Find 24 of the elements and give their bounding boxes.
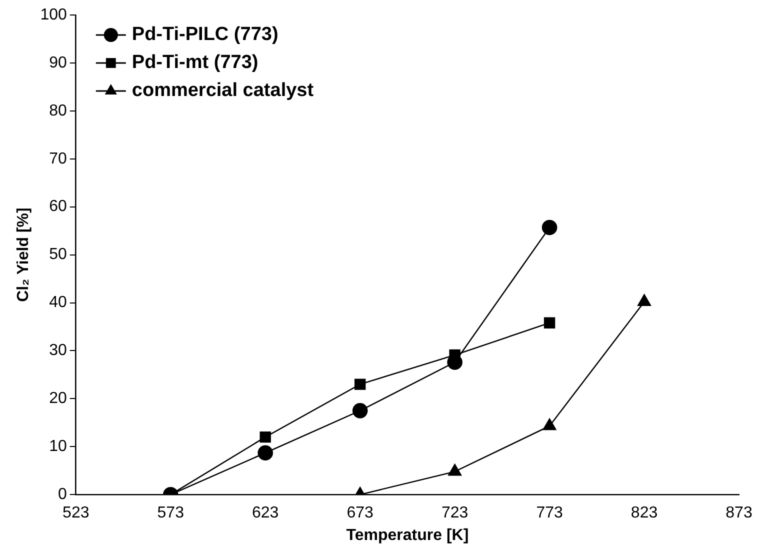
x-tick-label: 873 (726, 504, 752, 522)
y-axis-title: Cl₂ Yield [%] (15, 208, 32, 302)
y-tick-label: 100 (40, 6, 67, 24)
y-tick-label: 90 (49, 54, 67, 72)
x-tick-label: 823 (630, 504, 658, 522)
y-tick-label: 60 (49, 198, 67, 216)
x-tick-label: 623 (252, 504, 279, 522)
x-tick-label: 723 (441, 504, 468, 522)
y-tick-label: 30 (49, 342, 67, 360)
x-axis-title: Temperature [K] (346, 526, 469, 544)
x-tick-label: 773 (536, 504, 563, 522)
y-tick-label: 70 (49, 150, 67, 168)
x-tick-label: 573 (157, 504, 184, 522)
y-tick-label: 50 (49, 246, 67, 264)
y-tick-label: 0 (58, 486, 67, 504)
x-tick-label: 673 (346, 504, 374, 522)
y-tick-label: 10 (49, 438, 67, 456)
y-tick-label: 40 (49, 294, 67, 312)
legend-label: commercial catalyst (132, 80, 314, 102)
legend-label: Pd-Ti-PILC (773) (132, 24, 278, 46)
y-tick-label: 80 (49, 102, 67, 120)
x-tick-label: 523 (62, 504, 90, 522)
legend-label: Pd-Ti-mt (773) (132, 52, 258, 74)
y-tick-label: 20 (49, 390, 67, 408)
